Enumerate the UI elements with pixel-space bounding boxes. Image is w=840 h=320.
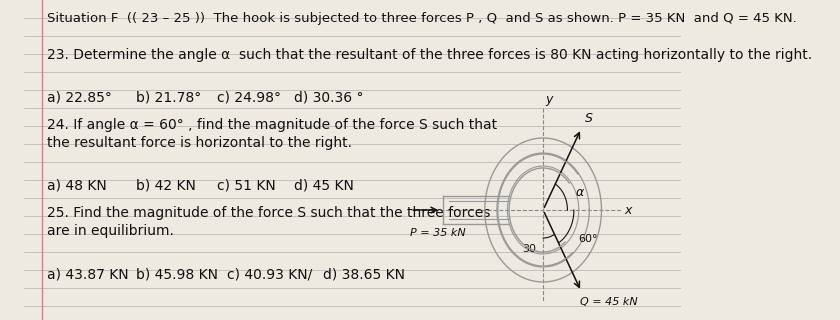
- Text: d) 38.65 KN: d) 38.65 KN: [323, 268, 405, 282]
- Text: P = 35 kN: P = 35 kN: [410, 228, 466, 238]
- Text: are in equilibrium.: are in equilibrium.: [47, 224, 174, 238]
- Text: b) 21.78°: b) 21.78°: [136, 90, 202, 104]
- Text: 23. Determine the angle α  such that the resultant of the three forces is 80 KN : 23. Determine the angle α such that the …: [47, 48, 812, 62]
- Text: 24. If angle α = 60° , find the magnitude of the force S such that: 24. If angle α = 60° , find the magnitud…: [47, 118, 497, 132]
- Text: a) 22.85°: a) 22.85°: [47, 90, 112, 104]
- Text: S: S: [585, 112, 592, 124]
- Text: Q = 45 kN: Q = 45 kN: [580, 297, 638, 308]
- Text: b) 42 KN: b) 42 KN: [136, 178, 196, 192]
- Text: 60°: 60°: [578, 234, 597, 244]
- Text: a) 43.87 KN: a) 43.87 KN: [47, 268, 129, 282]
- Text: c) 51 KN: c) 51 KN: [218, 178, 276, 192]
- Text: the resultant force is horizontal to the right.: the resultant force is horizontal to the…: [47, 136, 352, 150]
- Text: y: y: [545, 93, 553, 106]
- Text: 25. Find the magnitude of the force S such that the three forces: 25. Find the magnitude of the force S su…: [47, 206, 491, 220]
- Text: b) 45.98 KN: b) 45.98 KN: [136, 268, 218, 282]
- Text: x: x: [624, 204, 632, 217]
- Text: Situation F  (( 23 – 25 ))  The hook is subjected to three forces P , Q  and S a: Situation F (( 23 – 25 )) The hook is su…: [47, 12, 797, 25]
- Text: c) 24.98°: c) 24.98°: [218, 90, 281, 104]
- Text: d) 30.36 °: d) 30.36 °: [294, 90, 364, 104]
- Text: 30: 30: [522, 244, 537, 254]
- Text: d) 45 KN: d) 45 KN: [294, 178, 354, 192]
- Text: α: α: [575, 186, 584, 198]
- Text: c) 40.93 KN/: c) 40.93 KN/: [227, 268, 312, 282]
- Text: a) 48 KN: a) 48 KN: [47, 178, 107, 192]
